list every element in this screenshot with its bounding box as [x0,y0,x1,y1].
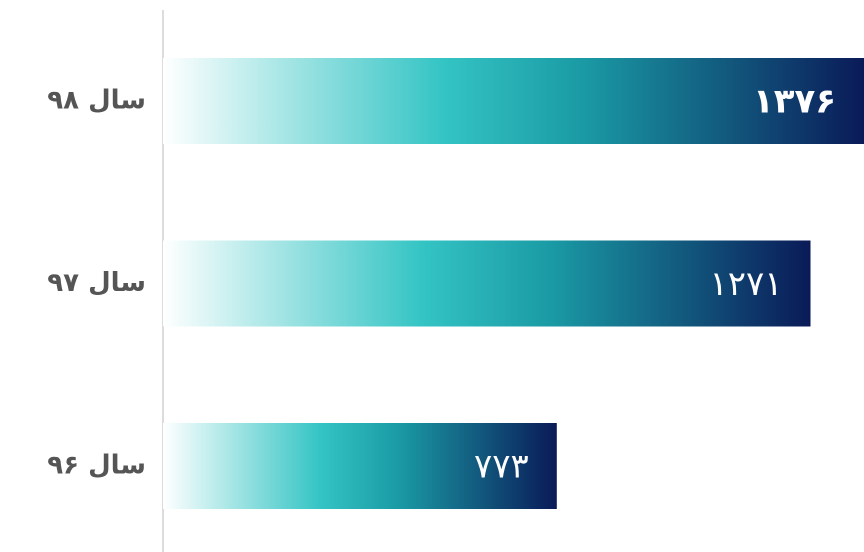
bar [163,240,811,327]
value-label: ۱۲۷۱ [709,264,782,304]
category-label: سال ۹۸ [47,86,146,116]
category-label: سال ۹۷ [47,268,146,298]
value-label: ۱۳۷۶ [753,82,836,122]
bar [163,58,864,144]
category-label: سال ۹۶ [47,451,146,481]
value-label: ۷۷۳ [474,447,529,487]
bar [163,423,557,509]
